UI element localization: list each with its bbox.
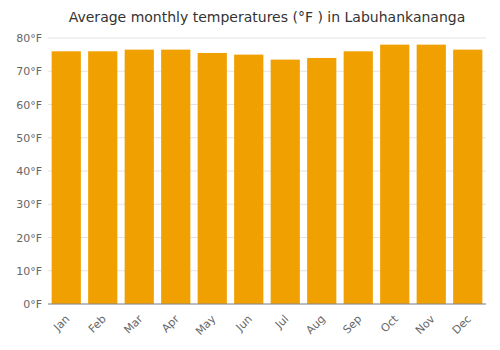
grid — [48, 38, 486, 304]
y-tick-label: 30°F — [16, 198, 42, 211]
bar — [380, 45, 409, 304]
x-tick-label: Apr — [159, 312, 182, 335]
bars — [52, 45, 483, 304]
bar — [307, 58, 336, 304]
bar — [198, 53, 227, 304]
bar — [453, 50, 482, 304]
bar — [344, 51, 373, 304]
chart-container: Average monthly temperatures (°F ) in La… — [0, 0, 500, 350]
x-tick-label: Jun — [233, 313, 255, 335]
bar — [271, 60, 300, 304]
y-tick-label: 40°F — [16, 165, 42, 178]
bar — [125, 50, 154, 304]
x-tick-label: Mar — [121, 312, 145, 336]
x-tick-label: Jan — [50, 313, 72, 335]
y-tick-label: 50°F — [16, 132, 42, 145]
x-tick-label: May — [193, 312, 219, 338]
x-tick-label: Nov — [413, 312, 438, 337]
x-tick-label: Aug — [303, 313, 327, 337]
x-tick-label: Feb — [86, 313, 109, 336]
x-axis-line — [48, 304, 486, 305]
bar — [88, 51, 117, 304]
bar — [161, 50, 190, 304]
chart-svg: Average monthly temperatures (°F ) in La… — [0, 0, 500, 350]
bar — [417, 45, 446, 304]
grid-line — [48, 304, 486, 305]
x-tick-label: Dec — [450, 313, 474, 337]
y-tick-label: 60°F — [16, 99, 42, 112]
bar — [52, 51, 81, 304]
y-tick-label: 20°F — [16, 232, 42, 245]
chart-title: Average monthly temperatures (°F ) in La… — [69, 9, 466, 25]
grid-line — [48, 38, 486, 39]
y-tick-label: 70°F — [16, 65, 42, 78]
y-tick-label: 80°F — [16, 32, 42, 45]
x-tick-label: Sep — [341, 313, 365, 337]
y-tick-label: 10°F — [16, 265, 42, 278]
y-tick-label: 0°F — [23, 298, 42, 311]
bar — [234, 55, 263, 304]
x-tick-label: Oct — [378, 312, 401, 335]
x-tick-label: Jul — [272, 313, 291, 332]
